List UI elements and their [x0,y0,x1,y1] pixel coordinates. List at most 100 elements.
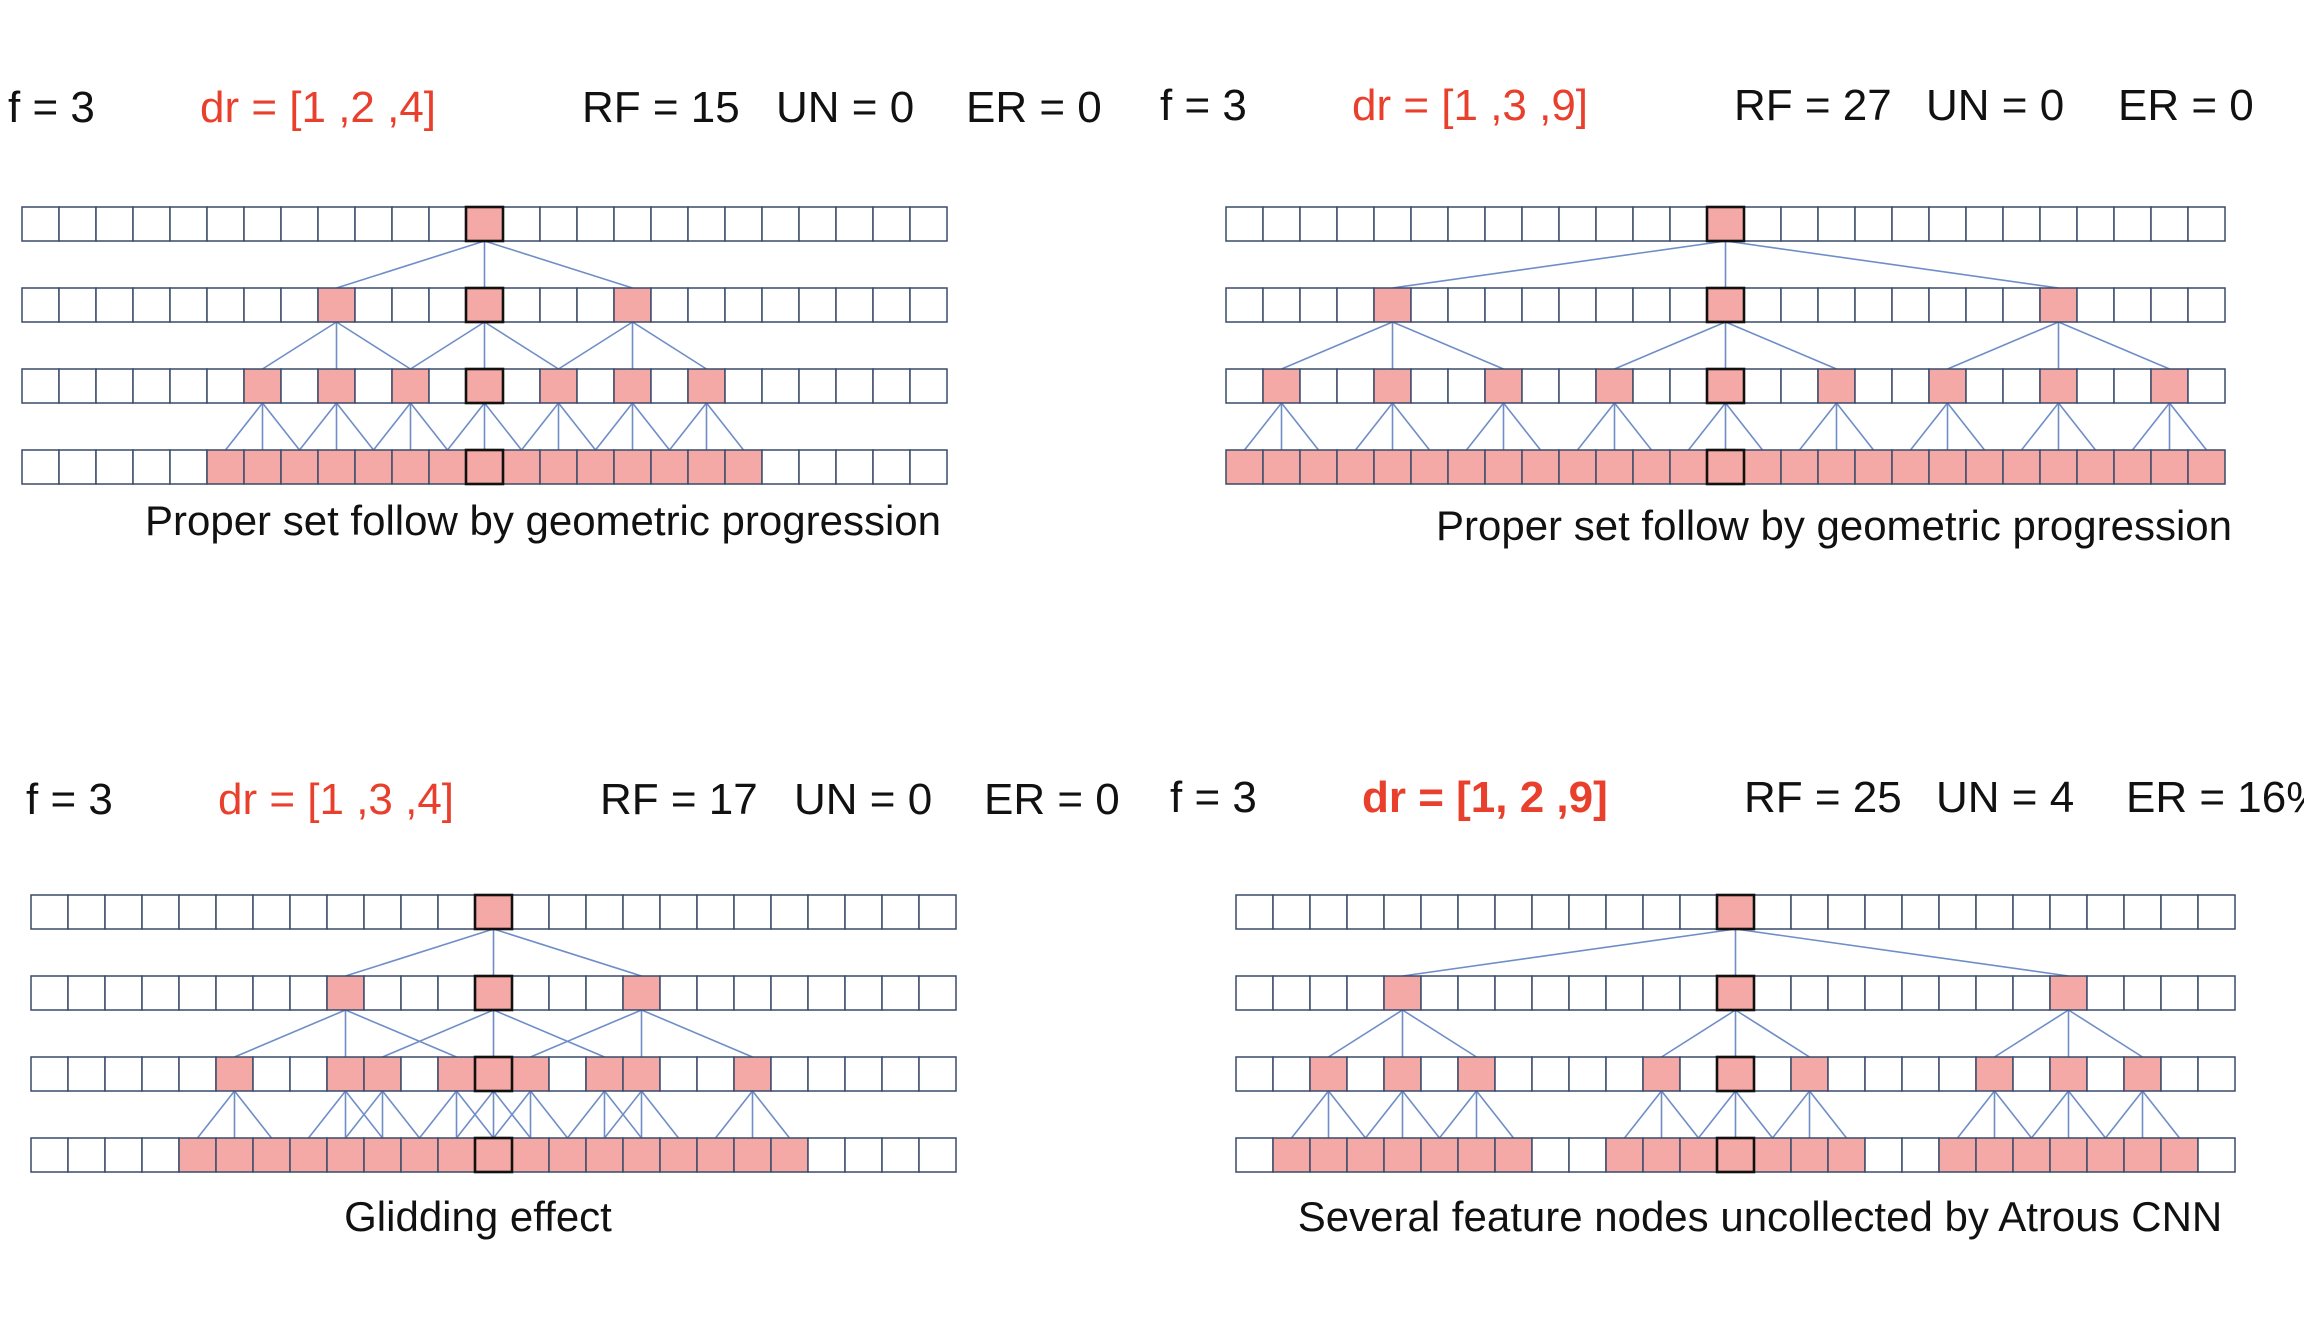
feature-node [391,206,430,242]
feature-node [67,1056,106,1092]
feature-node [1753,894,1792,930]
feature-node [141,1137,180,1173]
feature-node [363,975,402,1011]
connection-line [1909,402,1949,451]
feature-node [132,449,171,485]
covered-node [1716,894,1755,930]
feature-node [1494,975,1533,1011]
feature-node [1299,287,1338,323]
feature-node [696,894,735,930]
covered-node [428,449,467,485]
feature-node [1484,206,1523,242]
feature-node [770,894,809,930]
covered-node [252,1137,291,1173]
feature-node [770,975,809,1011]
covered-node [354,449,393,485]
feature-node [1827,1056,1866,1092]
covered-node [622,1137,661,1173]
feature-node [539,287,578,323]
feature-node [1420,975,1459,1011]
covered-node [613,449,652,485]
feature-node [1336,368,1375,404]
covered-node [1595,368,1634,404]
feature-node [243,206,282,242]
error-rate-label: ER = 0 [966,83,1102,132]
feature-node [178,1056,217,1092]
connection-line [1735,928,2069,977]
covered-node [1346,1137,1385,1173]
covered-node [2160,1137,2199,1173]
feature-node [354,206,393,242]
covered-node [613,287,652,323]
feature-node [95,287,134,323]
layer-row-4 [30,1136,957,1174]
connection-lines [196,928,791,1139]
feature-node [872,368,911,404]
feature-node [724,206,763,242]
covered-node [400,1137,439,1173]
connection-line [641,1009,753,1058]
feature-node [872,287,911,323]
connection-line [2030,1090,2070,1139]
connection-line [196,1090,236,1139]
feature-node [206,368,245,404]
center-node [1715,893,1756,931]
feature-node [622,894,661,930]
feature-node [1484,287,1523,323]
feature-node [1447,206,1486,242]
error-rate-label: ER = 0 [2118,81,2254,130]
feature-node [363,894,402,930]
covered-node [1975,1137,2014,1173]
feature-node [1346,1056,1385,1092]
connection-line [1290,1090,1330,1139]
covered-node [474,894,513,930]
feature-node [1854,206,1893,242]
feature-node [1494,894,1533,930]
feature-node [141,1056,180,1092]
uncollected-nodes-label: UN = 0 [794,775,932,824]
feature-node [576,206,615,242]
feature-node [2197,1137,2236,1173]
covered-node [243,368,282,404]
feature-node [909,206,948,242]
feature-node [798,206,837,242]
connection-line [2168,402,2208,451]
feature-node [2086,975,2125,1011]
covered-node [1521,449,1560,485]
connection-line [1438,1090,1478,1139]
connection-line [336,240,485,289]
covered-node [474,1137,513,1173]
feature-node [2002,206,2041,242]
feature-node [428,206,467,242]
feature-node [400,975,439,1011]
panel-caption: Proper set follow by geometric progressi… [145,497,941,544]
connection-line [1576,402,1616,451]
feature-node [502,368,541,404]
connection-line [1614,321,1726,370]
connection-line [529,1090,569,1139]
layer-row-1 [1235,893,2236,931]
feature-node [252,975,291,1011]
covered-node [326,1137,365,1173]
connection-line [1687,402,1727,451]
connection-line [751,1090,791,1139]
covered-node [1679,1137,1718,1173]
covered-node [1790,1137,1829,1173]
feature-node [733,975,772,1011]
feature-node [872,206,911,242]
feature-node [807,1137,846,1173]
covered-node [1595,449,1634,485]
feature-node [1272,894,1311,930]
connection-line [233,1090,273,1139]
error-rate-label: ER = 16% [2126,773,2304,822]
connection-line [2141,1090,2181,1139]
feature-node [650,368,689,404]
connection-line [1724,402,1764,451]
feature-node [502,206,541,242]
feature-node [1605,894,1644,930]
feature-node [132,287,171,323]
feature-node [1864,1056,1903,1092]
feature-node [1854,287,1893,323]
covered-node [622,1056,661,1092]
feature-node [1753,1056,1792,1092]
